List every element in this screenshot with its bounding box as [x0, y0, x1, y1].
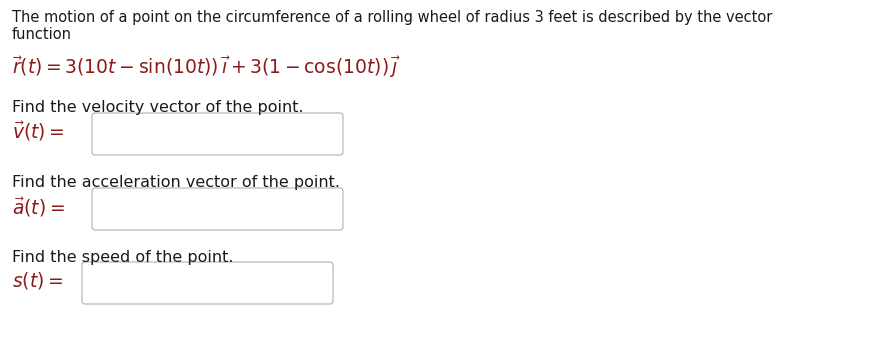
Text: Find the speed of the point.: Find the speed of the point. — [12, 250, 234, 265]
FancyBboxPatch shape — [82, 262, 333, 304]
Text: $\vec{r}(t) = 3(10t - \sin(10t))\,\vec{\imath} + 3(1 - \cos(10t))\,\vec{\jmath}$: $\vec{r}(t) = 3(10t - \sin(10t))\,\vec{\… — [12, 55, 401, 80]
FancyBboxPatch shape — [92, 188, 343, 230]
Text: $s(t) =$: $s(t) =$ — [12, 270, 63, 291]
Text: $\vec{a}(t) =$: $\vec{a}(t) =$ — [12, 196, 65, 219]
Text: Find the velocity vector of the point.: Find the velocity vector of the point. — [12, 100, 304, 115]
Text: The motion of a point on the circumference of a rolling wheel of radius 3 feet i: The motion of a point on the circumferen… — [12, 10, 773, 25]
Text: Find the acceleration vector of the point.: Find the acceleration vector of the poin… — [12, 175, 340, 190]
Text: $\vec{v}(t) =$: $\vec{v}(t) =$ — [12, 120, 65, 143]
Text: function: function — [12, 27, 72, 42]
FancyBboxPatch shape — [92, 113, 343, 155]
